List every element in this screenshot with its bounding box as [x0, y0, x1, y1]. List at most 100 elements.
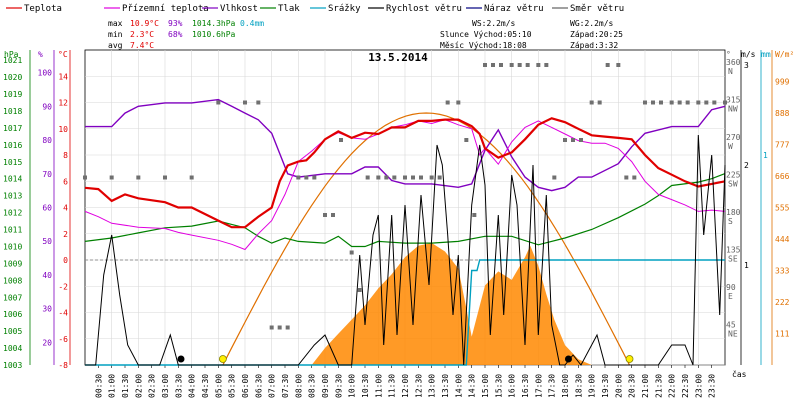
pct-tick-label: 70 — [42, 170, 52, 179]
x-tick-label: 17:00 — [534, 374, 543, 398]
dir-point — [109, 175, 114, 180]
ms-tick-label: 2 — [744, 161, 749, 170]
dir-point — [136, 175, 141, 180]
series-prizemni — [84, 119, 726, 251]
temp-tick-label: -6 — [58, 335, 68, 344]
dir-point — [704, 100, 709, 105]
hpa-tick-label: 1016 — [3, 141, 22, 150]
stats-max-temp: 10.9°C — [130, 19, 159, 28]
legend-label-tlak: Tlak — [278, 4, 300, 14]
temp-tick-label: 2 — [63, 230, 68, 239]
ms-tick-label: 3 — [744, 61, 749, 70]
dir-point — [357, 288, 362, 292]
x-tick-label: 10:30 — [361, 374, 370, 398]
dir-point — [589, 100, 594, 105]
dir-point — [517, 63, 522, 67]
moonset-marker — [177, 355, 185, 363]
dir-point — [536, 63, 541, 67]
dir-tick-label: 180 — [726, 208, 741, 217]
x-tick-label: 07:30 — [281, 374, 290, 398]
stats-avg-temp: 7.4°C — [130, 41, 154, 50]
dir-point — [659, 100, 663, 105]
x-tick-label: 21:30 — [654, 374, 663, 398]
pct-tick-label: 60 — [42, 204, 52, 213]
hpa-tick-label: 1015 — [3, 158, 22, 167]
pct-tick-label: 30 — [42, 305, 52, 314]
dir-tick-name: S — [728, 217, 733, 226]
dir-point — [632, 175, 637, 180]
series-smer — [83, 63, 727, 330]
stats-max-press: 1014.3hPa — [192, 19, 236, 28]
ms-tick-label: 1 — [744, 261, 749, 270]
dir-point — [677, 100, 682, 105]
legend-item-smer: Směr větru — [552, 4, 624, 14]
dir-point — [651, 100, 655, 105]
unit-ms: m/s — [741, 50, 756, 59]
dir-point — [472, 213, 477, 217]
dir-point — [285, 325, 290, 330]
dir-tick-label: 225 — [726, 171, 741, 180]
dir-point — [269, 325, 274, 330]
hpa-tick-label: 1006 — [3, 310, 22, 319]
x-tick-label: 15:00 — [481, 374, 490, 398]
stats-max-hum: 93% — [168, 19, 183, 28]
mm-tick-label: 1 — [763, 151, 768, 160]
x-tick-label: 11:00 — [374, 374, 383, 398]
legend-label-vlhkost: Vlhkost — [220, 4, 258, 14]
wm2-tick-label: 333 — [775, 267, 790, 276]
dir-tick-name: NE — [728, 330, 738, 339]
info-moon-rise: Měsíc Východ:18:08 — [440, 41, 527, 50]
temp-tick-label: 10 — [58, 125, 68, 134]
legend-label-rychlost: Rychlost větru — [386, 4, 462, 14]
temp-tick-label: 6 — [63, 177, 68, 186]
dir-point — [277, 325, 282, 330]
legend-item-srazky: Srážky — [310, 4, 361, 14]
hpa-tick-label: 1012 — [3, 209, 22, 218]
stats-min-hum: 68% — [168, 30, 183, 39]
dir-point — [365, 175, 370, 180]
wm2-tick-label: 999 — [775, 78, 790, 87]
stats-avg-label: avg — [108, 41, 123, 50]
pct-tick-label: 50 — [42, 237, 52, 246]
pct-tick-label: 90 — [42, 102, 52, 111]
x-tick-label: 18:30 — [574, 374, 583, 398]
unit-mm: mm — [761, 50, 771, 59]
dir-point — [525, 63, 530, 67]
legend-item-naraz: Náraz větru — [466, 4, 544, 14]
dir-point — [509, 63, 514, 67]
dir-point — [499, 63, 503, 67]
dir-point — [256, 100, 261, 105]
x-tick-label: 16:00 — [508, 374, 517, 398]
dir-point — [685, 100, 690, 105]
hpa-tick-label: 1009 — [3, 259, 22, 268]
x-tick-label: 06:30 — [254, 374, 263, 398]
x-tick-label: 04:00 — [188, 374, 197, 398]
dir-point — [491, 63, 495, 67]
x-tick-label: 14:00 — [454, 374, 463, 398]
dir-point — [243, 100, 247, 105]
stats-min-press: 1010.6hPa — [192, 30, 236, 39]
hpa-tick-label: 1014 — [3, 175, 22, 184]
hpa-tick-label: 1013 — [3, 192, 22, 201]
hpa-tick-label: 1008 — [3, 276, 22, 285]
unit-deg: ° — [726, 50, 731, 59]
info-sun-set: Západ:20:25 — [570, 30, 623, 39]
x-tick-label: 15:30 — [494, 374, 503, 398]
wm2-tick-label: 666 — [775, 172, 790, 181]
info-moon-set: Západ:3:32 — [570, 41, 618, 50]
dir-point — [544, 63, 549, 67]
legend-label-naraz: Náraz větru — [484, 4, 544, 14]
dir-point — [563, 138, 567, 142]
dir-point — [384, 175, 389, 180]
x-tick-label: 01:30 — [121, 374, 130, 398]
x-tick-label: 16:30 — [521, 374, 530, 398]
x-tick-label: 09:00 — [321, 374, 330, 398]
hpa-tick-label: 1021 — [3, 56, 22, 65]
legend-label-smer: Směr větru — [570, 4, 624, 14]
stats-min-temp: 2.3°C — [130, 30, 154, 39]
legend-item-prizemni: Přízemní teplota — [104, 4, 209, 14]
dir-point — [304, 175, 309, 180]
x-tick-label: 02:00 — [134, 374, 143, 398]
legend-item-teplota: Teplota — [6, 4, 62, 14]
x-tick-label: 05:00 — [214, 374, 223, 398]
